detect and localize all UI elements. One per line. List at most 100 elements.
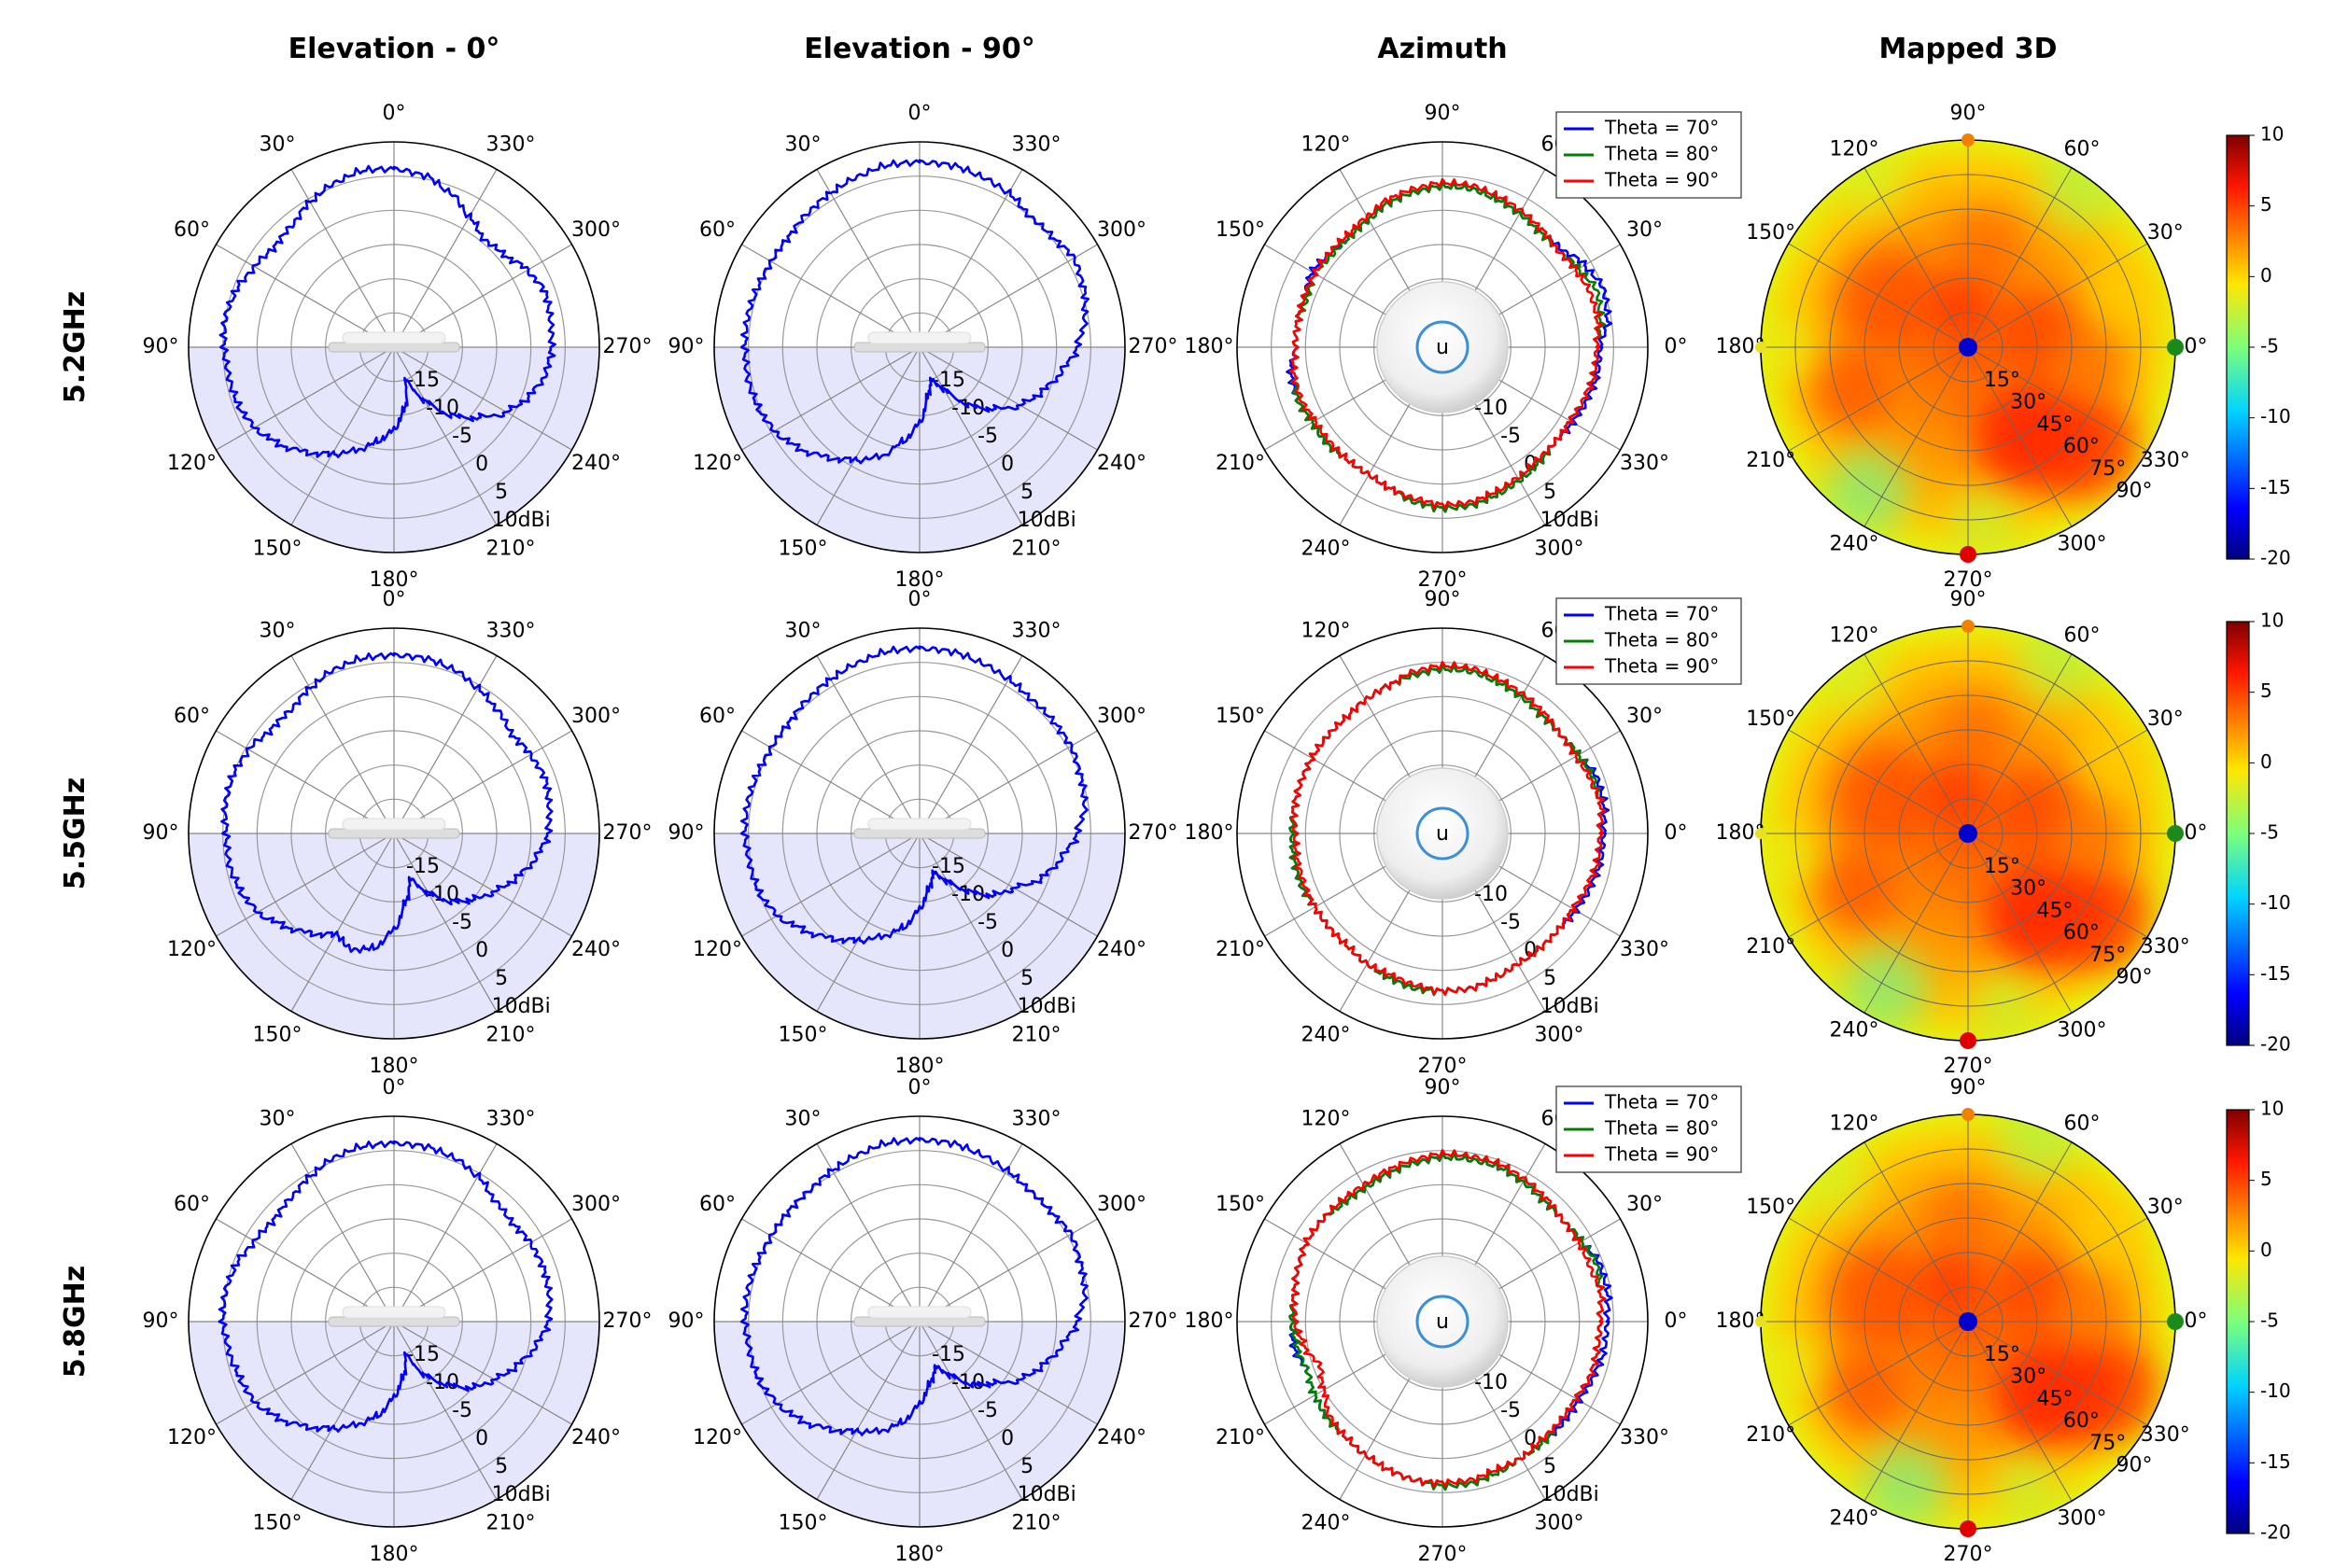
angle-tick-label: 240° — [1301, 538, 1351, 561]
angle-tick-label: 300° — [1097, 218, 1146, 242]
legend-entry: Theta = 90° — [1604, 1143, 1719, 1166]
angle-tick-label: 330° — [1012, 1107, 1062, 1130]
radial-tick-label: -10 — [426, 397, 459, 420]
heatmap-spoke — [1863, 167, 1969, 348]
radial-tick-label: 0 — [1001, 1427, 1014, 1450]
angle-tick-label: 330° — [1620, 452, 1669, 475]
access-point-logo-ring — [1415, 320, 1469, 374]
angle-tick-label: 120° — [693, 452, 742, 475]
grid-spoke — [919, 730, 1098, 834]
colorbar-tick-label: -10 — [2260, 405, 2291, 427]
grid-spoke — [216, 1218, 395, 1323]
heatmap-spoke — [1967, 653, 2073, 834]
heatmap-theta-label: 45° — [2037, 899, 2074, 922]
angle-tick-label: 150° — [253, 1024, 302, 1047]
angle-tick-label: 300° — [1535, 1512, 1584, 1535]
grid-spoke — [393, 346, 498, 525]
heatmap-blob — [2046, 866, 2150, 970]
radial-tick-label: 10dBi — [1018, 509, 1076, 532]
colorbar-tick-label: 5 — [2260, 1168, 2272, 1190]
angle-tick-label: 180° — [895, 1055, 945, 1078]
radial-tick-label: 5 — [495, 1455, 508, 1478]
angle-tick-label: 60° — [699, 218, 736, 242]
mapped-3d-plot: 90°60°30°0°330°300°270°240°210°180°150°1… — [1716, 102, 2291, 592]
grid-spoke — [290, 1321, 395, 1500]
heatmap-spoke — [1788, 1217, 1969, 1323]
angle-tick-label: 210° — [1216, 938, 1265, 961]
outer-ring — [1236, 1115, 1649, 1528]
grid-spoke — [919, 346, 1023, 525]
elevation-0-plot: 0° 330° 300° 270° 240° 210° 180° 150° 120° 90° 60°… — [143, 102, 653, 592]
angle-tick-label: 210° — [486, 1512, 536, 1535]
angle-tick-label: 0° — [1665, 1309, 1688, 1333]
angle-tick-label: 270° — [1418, 1055, 1468, 1078]
heatmap-angle-label: 300° — [2058, 532, 2107, 555]
angle-tick-label: 240° — [571, 938, 621, 961]
heatmap-angle-label: 60° — [2064, 1113, 2101, 1136]
heatmap-spoke — [1863, 653, 1969, 834]
angle-tick-label: 210° — [486, 538, 536, 561]
heatmap-theta-label: 60° — [2063, 921, 2100, 945]
angle-tick-label: 330° — [1620, 938, 1669, 961]
radial-tick-label: 5 — [1020, 1455, 1033, 1478]
angle-tick-label: 150° — [1216, 705, 1265, 728]
column-title-elevation-90: Elevation - 90° — [804, 33, 1035, 65]
grid-spoke — [393, 833, 572, 937]
angle-tick-label: 60° — [174, 218, 210, 242]
elevation-90-curve — [739, 645, 1089, 945]
angle-tick-label: 240° — [571, 1426, 621, 1449]
colorbar-tick-label: 0 — [2260, 264, 2272, 287]
heatmap-angle-label: 270° — [1944, 568, 1993, 592]
colorbar — [2226, 621, 2250, 1046]
angle-tick-label: 120° — [693, 938, 742, 961]
outer-ring — [713, 141, 1126, 553]
column-title-mapped-3d: Mapped 3D — [1878, 33, 2057, 65]
radial-tick-label: -5 — [452, 425, 472, 448]
heatmap-theta-label: 90° — [2116, 480, 2153, 503]
grid-spoke — [919, 169, 1023, 348]
radial-tick-label: 10dBi — [1540, 995, 1599, 1018]
grid-spoke — [741, 833, 921, 937]
angle-tick-label: 180° — [1185, 1309, 1234, 1333]
angle-tick-label: 0° — [908, 102, 932, 125]
heatmap-theta-label: 15° — [1984, 1343, 2020, 1366]
colorbar-tick-label: 5 — [2260, 679, 2272, 702]
heatmap-theta-label: 90° — [2116, 966, 2153, 989]
grid-spoke — [919, 1321, 1098, 1425]
access-point-disc-icon — [1376, 1255, 1509, 1388]
heatmap-spoke — [1788, 1321, 1969, 1426]
colorbar-tick-label: -5 — [2260, 821, 2279, 844]
angle-tick-label: 60° — [174, 1193, 210, 1216]
radial-tick-label: 5 — [1543, 481, 1556, 504]
angle-tick-label: 0° — [383, 588, 406, 611]
heatmap-spoke — [1863, 1141, 1969, 1323]
heatmap-angle-label: 210° — [1746, 449, 1795, 472]
radial-tick-label: -5 — [452, 911, 472, 934]
access-point-disc-icon — [1376, 281, 1509, 413]
heatmap-blob — [1992, 1455, 2059, 1521]
zero-deg-marker — [2167, 825, 2184, 842]
heatmap-blob — [1863, 1444, 1947, 1529]
elevation-90-curve — [739, 1137, 1089, 1436]
top-marker — [1961, 620, 1975, 633]
radial-tick-label: -5 — [977, 911, 998, 934]
grid-spoke — [393, 169, 498, 348]
heatmap-blob — [2055, 802, 2130, 877]
angle-tick-label: 240° — [571, 452, 621, 475]
heatmap-angle-label: 270° — [1944, 1055, 1993, 1078]
mapped-3d-plot: 90°60°30°0°330°300°270°240°210°180°150°1… — [1716, 588, 2291, 1078]
angle-tick-label: 210° — [1012, 538, 1062, 561]
radial-tick-label: -15 — [932, 369, 965, 392]
outer-ring — [1236, 141, 1649, 553]
heatmap-spoke — [1967, 167, 2073, 348]
bottom-marker — [1960, 546, 1976, 563]
angle-tick-label: 150° — [779, 538, 828, 561]
grid-spoke — [919, 346, 1098, 451]
colorbar-tick-label: 10 — [2260, 123, 2284, 146]
radial-tick-label: 5 — [1020, 967, 1033, 990]
row-label-5-8ghz: 5.8GHz — [59, 1266, 91, 1378]
access-point-disc-icon — [1376, 767, 1509, 900]
angle-tick-label: 150° — [779, 1512, 828, 1535]
plot-grid: 0° 330° 300° 270° 240° 210° 180° 150° 120° 90° 60°… — [143, 102, 2291, 1566]
